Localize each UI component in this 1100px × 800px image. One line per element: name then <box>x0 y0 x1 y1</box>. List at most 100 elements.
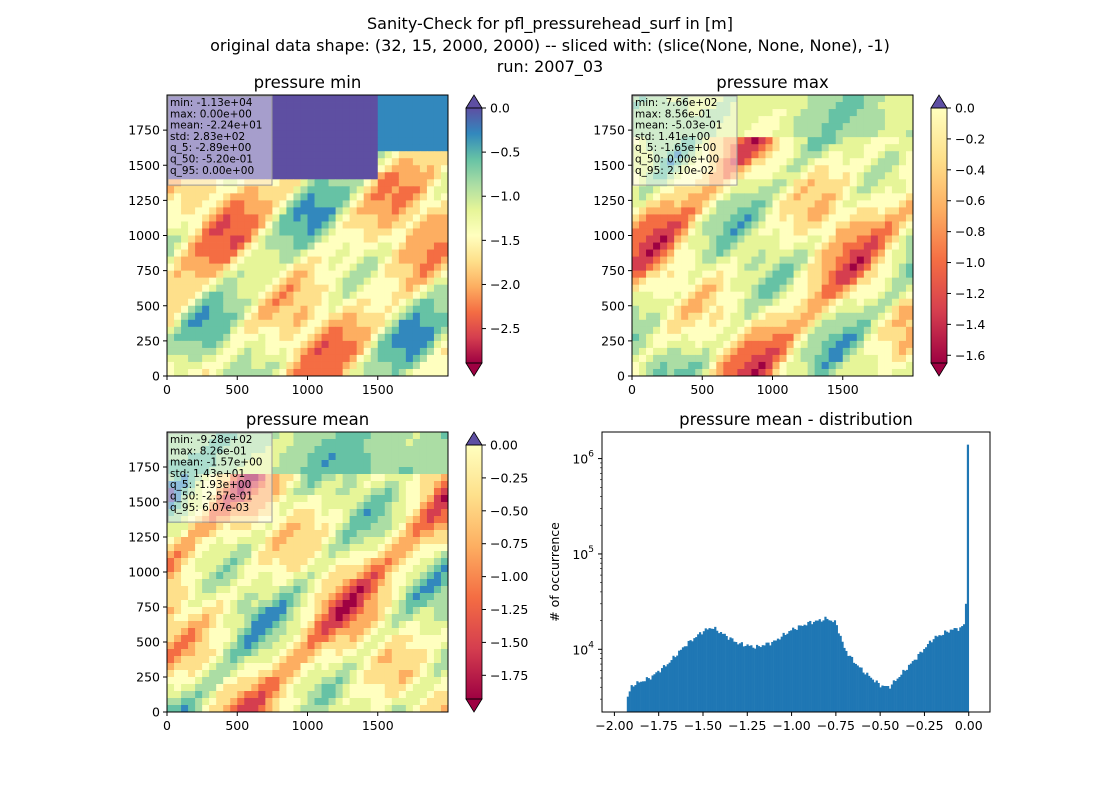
heatmap-cell <box>279 621 287 629</box>
heatmap-cell <box>265 130 273 138</box>
heatmap-cell <box>272 488 280 496</box>
heatmap-cell <box>419 642 428 650</box>
heatmap-cell <box>335 614 344 622</box>
heatmap-cell <box>384 102 393 110</box>
heatmap-cell <box>188 326 196 335</box>
heatmap-cell <box>412 305 421 314</box>
heatmap-cell <box>419 214 428 222</box>
heatmap-cell <box>688 137 696 145</box>
heatmap-cell <box>286 523 294 531</box>
heatmap-cell <box>660 340 668 349</box>
heatmap-cell <box>419 705 428 713</box>
heatmap-cell <box>426 151 435 159</box>
heatmap-cell <box>328 453 337 461</box>
heatmap-cell <box>174 677 182 685</box>
heatmap-cell <box>195 544 203 552</box>
heatmap-cell <box>800 158 809 166</box>
heatmap-cell <box>681 298 689 307</box>
heatmap-cell <box>237 354 245 363</box>
heatmap-cell <box>321 312 329 321</box>
heatmap-cell <box>660 284 668 293</box>
heatmap-cell <box>842 242 851 250</box>
heatmap-cell <box>426 284 435 293</box>
heatmap-cell <box>653 228 661 236</box>
heatmap-cell <box>433 446 442 454</box>
heatmap-cell <box>426 565 435 573</box>
histogram-bar <box>661 668 664 712</box>
heatmap-cell <box>167 523 175 531</box>
heatmap-cell <box>167 95 175 103</box>
heatmap-cell <box>821 368 830 377</box>
heatmap-cell <box>653 172 661 180</box>
heatmap-cell <box>639 130 647 138</box>
histogram-bar <box>630 685 633 712</box>
heatmap-cell <box>237 109 245 117</box>
heatmap-cell <box>653 361 661 370</box>
heatmap-cell <box>321 439 329 447</box>
heatmap-cell <box>440 256 449 265</box>
heatmap-cell <box>230 614 238 622</box>
heatmap-cell <box>821 193 830 201</box>
heatmap-cell <box>877 221 886 229</box>
heatmap-cell <box>863 291 872 300</box>
heatmap-cell <box>412 516 421 524</box>
heatmap-cell <box>195 656 203 664</box>
heatmap-cell <box>216 340 224 349</box>
heatmap-cell <box>195 235 203 243</box>
heatmap-cell <box>293 551 301 559</box>
heatmap-cell <box>251 698 259 706</box>
heatmap-cell <box>202 305 210 314</box>
heatmap-cell <box>674 221 682 229</box>
heatmap-cell <box>821 270 830 279</box>
heatmap-cell <box>342 144 351 152</box>
heatmap-cell <box>202 614 210 622</box>
heatmap-cell <box>632 340 640 349</box>
heatmap-cell <box>632 151 640 159</box>
heatmap-cell <box>195 684 203 692</box>
heatmap-cell <box>174 516 182 524</box>
heatmap-cell <box>758 221 766 229</box>
heatmap-cell <box>433 193 442 201</box>
heatmap-cell <box>181 628 189 636</box>
heatmap-cell <box>398 621 407 629</box>
heatmap-cell <box>307 179 315 187</box>
heatmap-cell <box>370 144 379 152</box>
heatmap-cell <box>709 102 717 110</box>
colorbar-tick-label: −0.75 <box>490 536 528 551</box>
heatmap-cell <box>639 242 647 250</box>
heatmap-cell <box>849 263 858 272</box>
heatmap-cell <box>174 607 182 615</box>
heatmap-cell <box>286 298 294 307</box>
heatmap-cell <box>321 207 329 215</box>
heatmap-cell <box>723 354 731 363</box>
heatmap-cell <box>681 263 689 272</box>
heatmap-cell <box>209 144 217 152</box>
heatmap-cell <box>272 284 280 293</box>
heatmap-cell <box>814 200 823 208</box>
heatmap-cell <box>244 572 252 580</box>
heatmap-cell <box>335 137 344 145</box>
heatmap-cell <box>328 684 337 692</box>
heatmap-cell <box>349 284 358 293</box>
heatmap-cell <box>356 432 365 440</box>
histogram-panel: pressure mean - distribution−2.00 −1.75 −1… <box>547 410 991 733</box>
heatmap-cell <box>702 249 710 257</box>
heatmap-cell <box>398 347 407 356</box>
heatmap-cell <box>370 256 379 265</box>
heatmap-cell <box>293 642 301 650</box>
heatmap-cell <box>412 221 421 229</box>
colorbar-extend-bottom <box>465 362 483 377</box>
heatmap-cell <box>653 151 661 159</box>
heatmap-cell <box>905 291 914 300</box>
heatmap-cell <box>905 200 914 208</box>
heatmap-cell <box>349 235 358 243</box>
heatmap-cell <box>174 305 182 314</box>
heatmap-cell <box>377 333 386 342</box>
heatmap-cell <box>905 361 914 370</box>
heatmap-cell <box>349 347 358 356</box>
heatmap-cell <box>293 586 301 594</box>
heatmap-cell <box>286 488 294 496</box>
heatmap-cell <box>426 705 435 713</box>
heatmap-cell <box>905 298 914 307</box>
heatmap-cell <box>884 368 893 377</box>
